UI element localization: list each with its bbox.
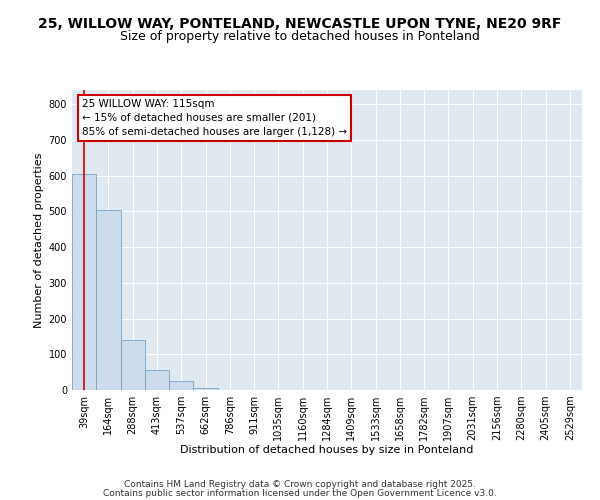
Text: 25 WILLOW WAY: 115sqm
← 15% of detached houses are smaller (201)
85% of semi-det: 25 WILLOW WAY: 115sqm ← 15% of detached … (82, 99, 347, 137)
Bar (72, 174, 96, 390)
Text: Contains HM Land Registry data © Crown copyright and database right 2025.: Contains HM Land Registry data © Crown c… (124, 480, 476, 489)
X-axis label: Distribution of detached houses by size in Ponteland: Distribution of detached houses by size … (181, 444, 473, 454)
Y-axis label: Number of detached properties: Number of detached properties (34, 152, 44, 328)
Text: Contains public sector information licensed under the Open Government Licence v3: Contains public sector information licen… (103, 488, 497, 498)
Bar (96, 210, 121, 390)
Bar (169, 381, 193, 390)
Bar (193, 388, 218, 390)
Text: 25, WILLOW WAY, PONTELAND, NEWCASTLE UPON TYNE, NE20 9RF: 25, WILLOW WAY, PONTELAND, NEWCASTLE UPO… (38, 18, 562, 32)
Text: Size of property relative to detached houses in Ponteland: Size of property relative to detached ho… (120, 30, 480, 43)
Bar (121, 340, 145, 390)
Bar (145, 370, 169, 390)
